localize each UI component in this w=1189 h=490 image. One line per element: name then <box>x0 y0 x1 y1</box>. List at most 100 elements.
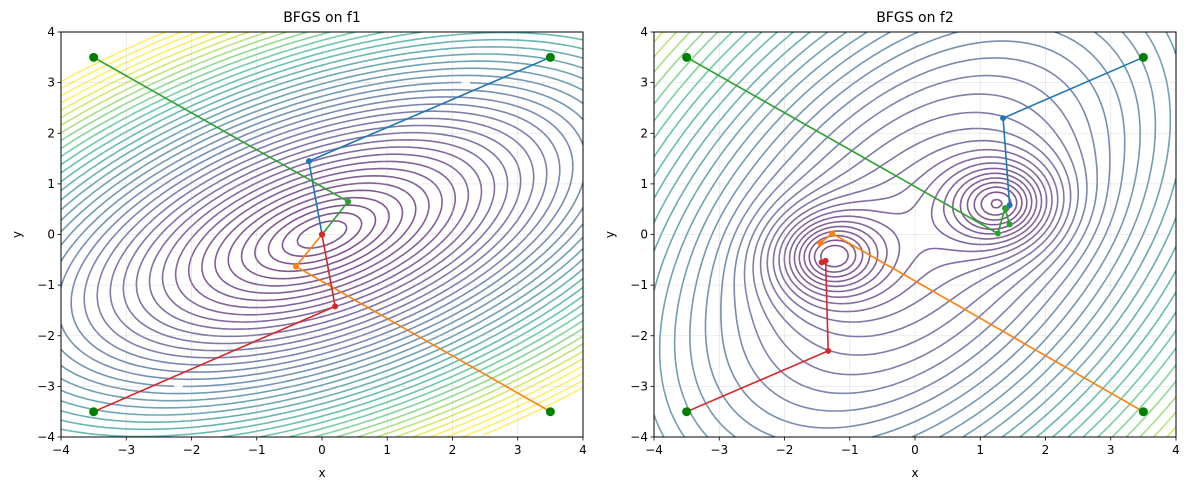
contour-line <box>267 204 377 265</box>
iterate-point <box>1002 205 1009 212</box>
iterate-point <box>345 198 352 205</box>
y-tick-label: 2 <box>47 126 55 140</box>
optimizer-paths <box>682 52 1148 417</box>
start-point <box>545 407 555 417</box>
y-tick-label: 1 <box>47 177 55 191</box>
contour-line <box>201 167 443 302</box>
contour-line <box>658 32 1172 437</box>
x-tick-label: −4 <box>645 443 663 457</box>
contour-line <box>654 32 1176 437</box>
contour-line <box>778 148 1053 313</box>
contour-line <box>122 124 522 345</box>
x-tick-label: −3 <box>710 443 728 457</box>
y-tick-label: 3 <box>47 76 55 90</box>
y-tick-label: −1 <box>37 278 55 292</box>
contour-line <box>654 32 1176 437</box>
contour-line <box>654 32 1176 437</box>
contour-line <box>61 60 583 409</box>
axis-ticks: −4 −3 −2 −1 0 1 2 3 4 −4 −3 −2 −1 0 1 2 3 4 <box>37 25 587 457</box>
contour-line <box>990 198 1003 209</box>
contour-line <box>109 117 535 352</box>
start-point <box>545 52 555 62</box>
contour-line <box>254 196 390 273</box>
iterate-point <box>1006 221 1013 228</box>
contour-line <box>61 88 583 381</box>
contour-line <box>654 32 1176 437</box>
contour-line <box>803 177 1028 283</box>
iterate-point <box>292 263 299 270</box>
iterate-point <box>829 230 836 237</box>
x-tick-label: −4 <box>52 443 70 457</box>
contour-line <box>654 32 1176 437</box>
contour-line <box>733 57 1098 412</box>
start-point <box>1138 407 1148 417</box>
y-tick-label: 2 <box>640 126 648 140</box>
contour-line <box>161 146 483 323</box>
iterate-point <box>994 230 1001 237</box>
iterate-point <box>825 347 832 354</box>
x-tick-label: −2 <box>183 443 201 457</box>
contour-line <box>766 127 1065 338</box>
contour-line <box>654 32 1176 437</box>
x-axis-label: x <box>318 466 325 480</box>
y-tick-label: 4 <box>640 25 648 39</box>
y-axis-label: y <box>603 231 617 238</box>
start-point <box>682 52 692 62</box>
iterate-point <box>817 240 824 247</box>
contour-line <box>96 110 548 359</box>
y-tick-label: 4 <box>47 25 55 39</box>
contour-line <box>227 182 417 287</box>
start-point <box>1138 52 1148 62</box>
y-tick-label: −2 <box>630 329 648 343</box>
iterate-point <box>1006 202 1013 209</box>
contour-line <box>135 131 509 338</box>
x-tick-label: −1 <box>248 443 266 457</box>
chart-title: BFGS on f2 <box>876 10 954 26</box>
iterate-point <box>305 158 312 165</box>
contour-line <box>83 103 561 366</box>
x-tick-label: 2 <box>449 443 457 457</box>
start-point <box>89 407 99 417</box>
x-tick-label: 0 <box>911 443 919 457</box>
x-tick-label: 4 <box>1172 443 1180 457</box>
optimizer-path-line <box>686 56 1011 235</box>
contour-line <box>759 111 1072 356</box>
contour-line <box>61 81 583 388</box>
contour-line <box>61 32 583 437</box>
contour-line <box>61 67 583 402</box>
x-tick-label: 2 <box>1042 443 1050 457</box>
contour-line <box>654 32 1176 437</box>
x-tick-label: 0 <box>318 443 326 457</box>
iterate-point <box>1000 115 1007 122</box>
contour-line <box>808 181 1023 278</box>
y-tick-label: −3 <box>37 379 55 393</box>
iterate-point <box>332 303 339 310</box>
contour-line <box>673 32 1157 437</box>
contour-line <box>188 160 456 309</box>
contour-line <box>174 153 470 316</box>
axis-ticks: −4 −3 −2 −1 0 1 2 3 4 −4 −3 −2 −1 0 1 2 3 4 <box>630 25 1180 457</box>
contour-line <box>704 32 1126 437</box>
contour-line <box>654 32 1176 437</box>
contour-line <box>61 32 583 437</box>
contour-line <box>720 40 1111 429</box>
contour-line <box>743 74 1088 395</box>
contour-line <box>70 96 574 373</box>
contour-line <box>214 175 430 294</box>
optimizer-paths <box>89 52 555 417</box>
y-tick-label: 1 <box>640 177 648 191</box>
contour-line <box>654 32 1176 437</box>
y-axis-label: y <box>10 231 24 238</box>
y-tick-label: −2 <box>37 329 55 343</box>
contour-line <box>61 74 583 395</box>
iterate-point <box>319 231 325 238</box>
contour-line <box>689 32 1141 437</box>
x-tick-label: 4 <box>579 443 587 457</box>
x-tick-label: 3 <box>514 443 522 457</box>
contour-line <box>654 32 1176 437</box>
y-tick-label: 0 <box>47 228 55 242</box>
contour-line <box>61 38 583 431</box>
